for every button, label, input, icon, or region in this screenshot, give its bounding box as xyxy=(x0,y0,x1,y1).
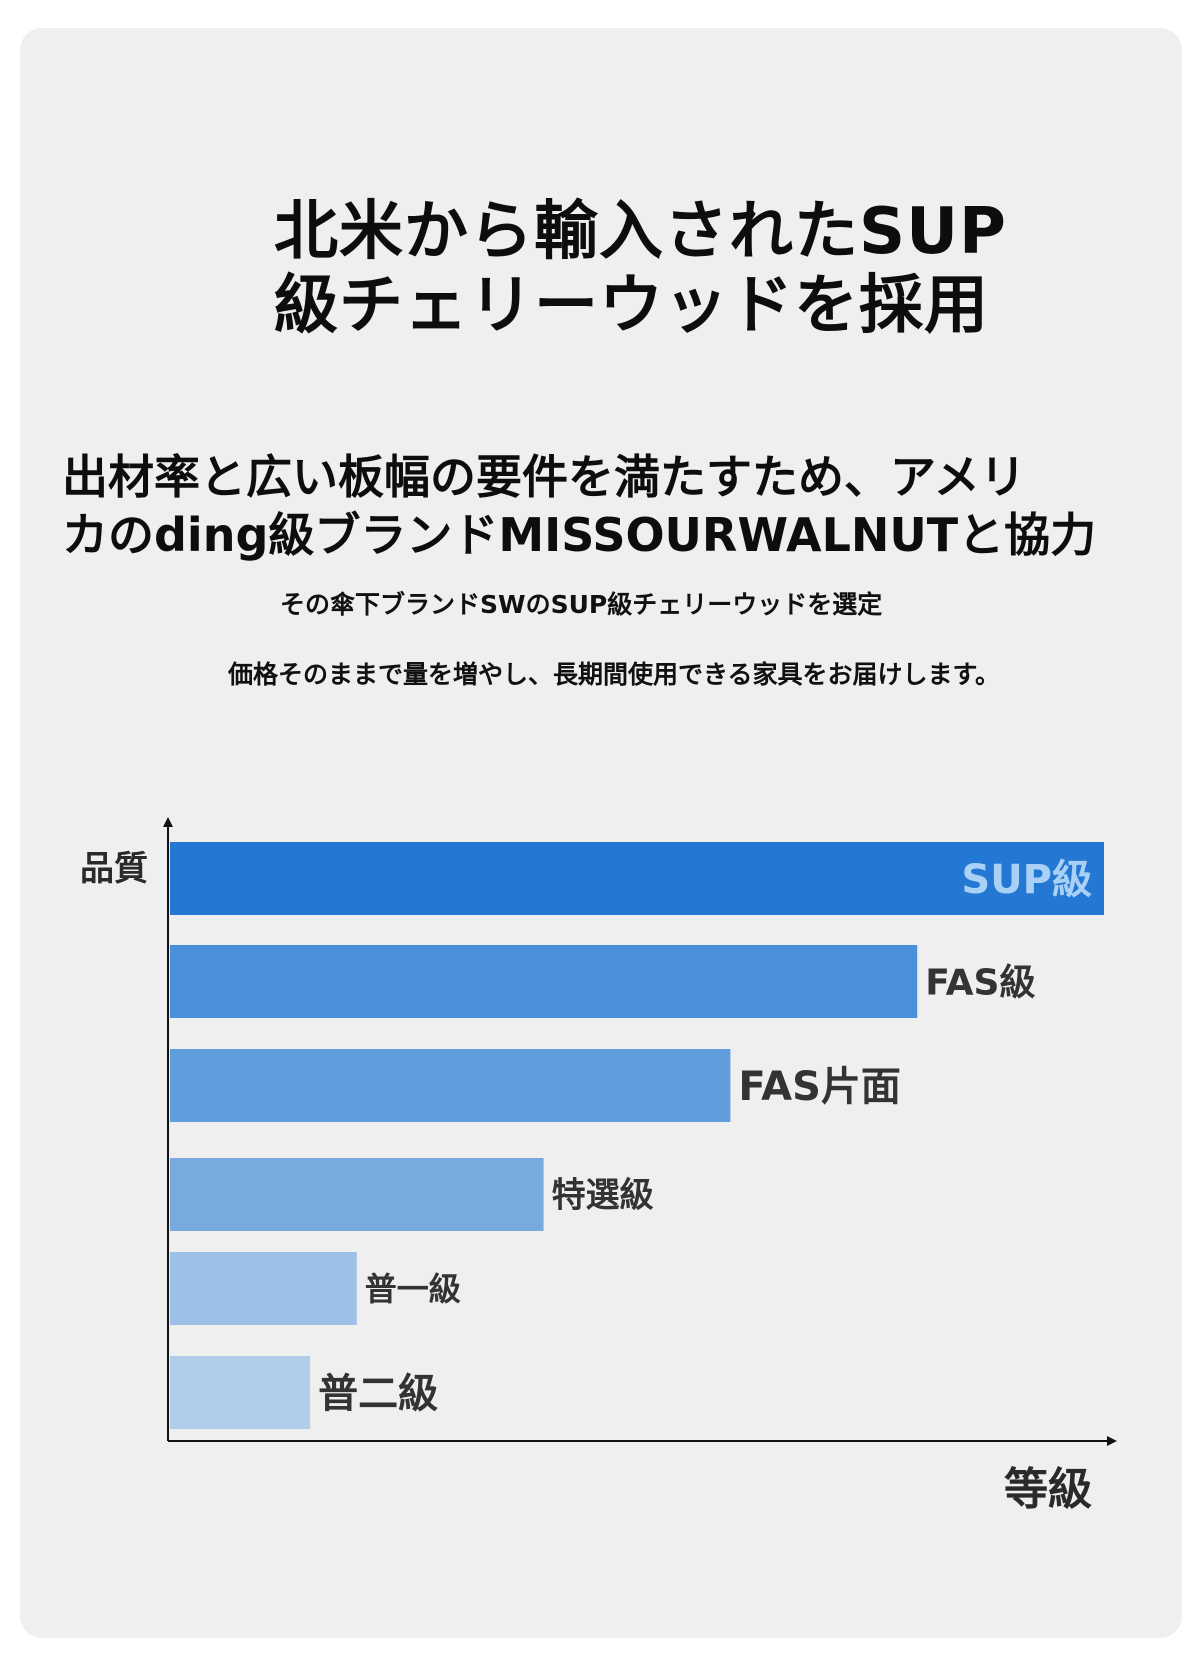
bar-5 xyxy=(170,1356,311,1429)
subtitle-line-1: 出材率と広い板幅の要件を満たすため、アメリ xyxy=(62,450,1026,504)
bar-label-4: 普一級 xyxy=(365,1270,461,1308)
bar-3 xyxy=(170,1158,544,1231)
page-title: 北米から輸入されたSUP 級チェリーウッドを採用 xyxy=(274,195,1007,343)
bar-label-2: FAS片面 xyxy=(738,1064,901,1110)
y-axis-label: 品質 xyxy=(80,849,148,889)
bar-label-5: 普二級 xyxy=(318,1371,438,1417)
page-title-line-2: 級チェリーウッドを採用 xyxy=(274,269,989,343)
bar-0 xyxy=(170,842,1104,915)
description-line-1: その傘下ブランドSWのSUP級チェリーウッドを選定 xyxy=(280,590,883,619)
page-title-line-1: 北米から輸入されたSUP xyxy=(274,195,1007,269)
subtitle-line-2: カのding級ブランドMISSOURWALNUTと協力 xyxy=(62,508,1097,562)
bar-label-1: FAS級 xyxy=(925,962,1035,1003)
bar-label-3: 特選級 xyxy=(552,1176,654,1216)
description-line-2: 価格そのままで量を増やし、長期間使用できる家具をお届けします。 xyxy=(228,660,1001,689)
subtitle: 出材率と広い板幅の要件を満たすため、アメリ カのding級ブランドMISSOUR… xyxy=(62,448,1096,564)
bar-4 xyxy=(170,1252,357,1325)
bar-1 xyxy=(170,945,918,1018)
bar-2 xyxy=(170,1049,731,1122)
x-axis-label: 等級 xyxy=(1004,1464,1092,1515)
bar-label-0: SUP級 xyxy=(961,857,1092,903)
